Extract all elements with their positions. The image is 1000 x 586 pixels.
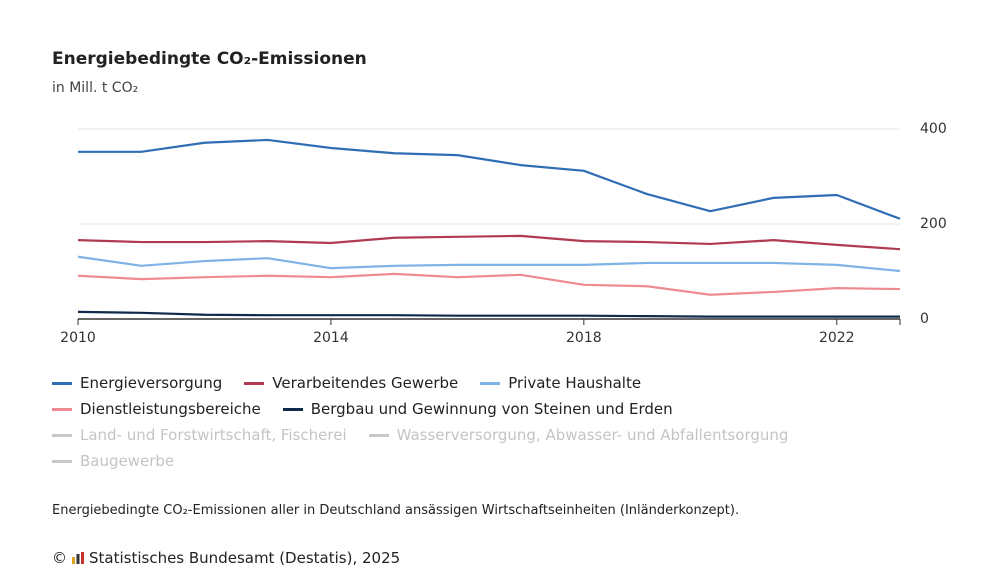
chart: 0 200 400 2010 2014 2018 2022 xyxy=(60,121,947,346)
legend-item: Land- und Forstwirtschaft, Fischerei xyxy=(52,426,347,444)
legend-swatch xyxy=(368,433,389,437)
footnote: Energiebedingte CO₂-Emissionen aller in … xyxy=(52,503,740,518)
legend-item: Bergbau und Gewinnung von Steinen und Er… xyxy=(282,400,673,418)
legend-swatch xyxy=(52,433,72,437)
legend-item: Energieversorgung xyxy=(52,374,222,392)
source: © Statistisches Bundesamt (Destatis), 20… xyxy=(52,549,400,567)
series-line xyxy=(77,310,900,318)
legend-item: Dienstleistungsbereiche xyxy=(52,400,261,418)
x-tick-label: 2018 xyxy=(566,330,602,346)
legend-item: Baugewerbe xyxy=(52,452,174,470)
legend-label: Private Haushalte xyxy=(508,374,642,392)
series-line xyxy=(77,255,901,273)
legend-row: Land- und Forstwirtschaft, Fischerei Wass… xyxy=(52,422,788,448)
legend-label: Land- und Forstwirtschaft, Fischerei xyxy=(80,426,347,444)
series-line xyxy=(77,234,901,251)
legend-swatch xyxy=(52,459,72,463)
legend-item: Verarbeitendes Gewerbe xyxy=(244,374,458,392)
series-line xyxy=(77,272,901,296)
legend-row: Baugewerbe xyxy=(52,448,788,474)
legend-label: Dienstleistungsbereiche xyxy=(80,400,261,418)
copyright: © xyxy=(52,549,67,567)
series-line xyxy=(78,138,901,220)
x-tick-label: 2010 xyxy=(60,330,96,346)
legend-label: Baugewerbe xyxy=(80,452,175,470)
legend-row: Dienstleistungsbereiche Bergbau und Gewin… xyxy=(52,396,788,422)
chart-subtitle: in Mill. t CO₂ xyxy=(52,80,139,96)
legend-swatch xyxy=(52,381,72,385)
legend-item: Wasserversorgung, Abwasser- und Abfallen… xyxy=(368,426,789,444)
x-tick-label: 2022 xyxy=(819,330,855,346)
legend-swatch xyxy=(244,381,265,385)
legend-label: Wasserversorgung, Abwasser- und Abfallen… xyxy=(396,426,789,444)
legend-row: Energieversorgung Verarbeitendes Gewerbe P… xyxy=(52,370,788,396)
y-tick-label: 200 xyxy=(920,216,947,232)
y-tick-label: 0 xyxy=(920,311,929,327)
legend-item: Private Haushalte xyxy=(480,374,641,392)
legend-swatch xyxy=(480,381,501,385)
legend: Energieversorgung Verarbeitendes Gewerbe P… xyxy=(52,370,788,474)
y-tick-label: 400 xyxy=(920,121,947,137)
legend-swatch xyxy=(282,407,303,411)
x-tick-label: 2014 xyxy=(313,330,349,346)
chart-title: Energiebedingte CO₂-Emissionen xyxy=(52,49,367,69)
legend-swatch xyxy=(52,407,72,411)
logo xyxy=(72,552,84,564)
source-text: Statistisches Bundesamt (Destatis), 2025 xyxy=(89,549,401,567)
legend-label: Energieversorgung xyxy=(80,374,223,392)
legend-label: Verarbeitendes Gewerbe xyxy=(272,374,459,392)
legend-label: Bergbau und Gewinnung von Steinen und Er… xyxy=(310,400,673,418)
